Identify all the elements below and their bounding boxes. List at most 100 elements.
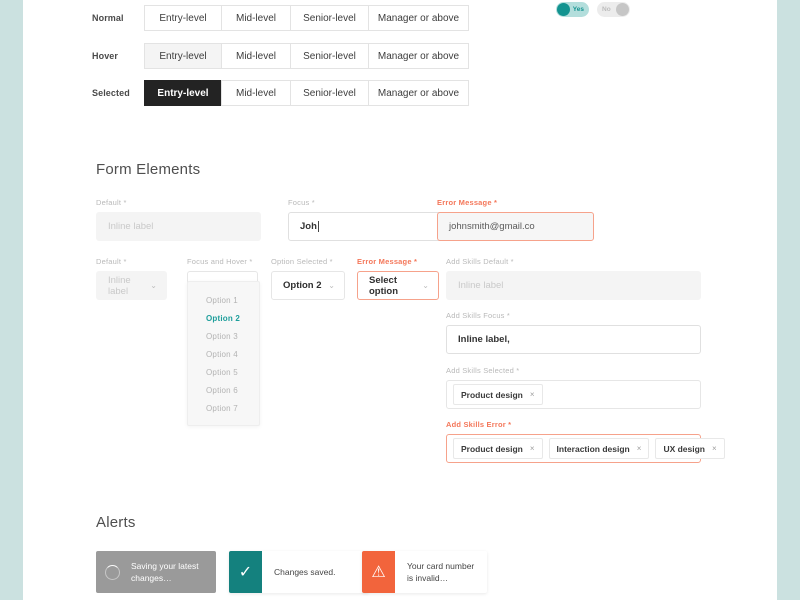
segment-manager-or-above[interactable]: Manager or above: [368, 5, 469, 31]
spinner-icon: [96, 551, 129, 593]
field-label: Focus *: [288, 198, 315, 207]
skill-chip[interactable]: Interaction design ×: [548, 438, 650, 459]
segment-entry-level[interactable]: Entry-level: [144, 43, 221, 69]
toggle-no-label: No: [602, 6, 611, 13]
focus-text-input[interactable]: Joh: [288, 212, 453, 241]
segment-manager-or-above[interactable]: Manager or above: [368, 43, 469, 69]
error-text-input[interactable]: johnsmith@gmail.co: [437, 212, 594, 241]
default-select-value: Inline label: [108, 274, 131, 297]
chevron-down-icon: ⌄: [328, 281, 335, 290]
segment-senior-level[interactable]: Senior-level: [290, 43, 368, 69]
error-select[interactable]: Select option ⌄: [357, 271, 439, 300]
alert-loading: Saving your latest changes…: [96, 551, 216, 593]
field-default-text: Default * Inline label: [96, 198, 261, 241]
segment-senior-level[interactable]: Senior-level: [290, 80, 368, 106]
alert-success: ✓ Changes saved.: [229, 551, 369, 593]
skill-chip-label: Product design: [461, 389, 523, 400]
default-select[interactable]: Inline label ⌄: [96, 271, 167, 300]
toggle-group: Yes No: [556, 2, 630, 17]
field-option-selected: Option Selected * Option 2 ⌄: [271, 257, 345, 300]
add-skills-default-input[interactable]: Inline label: [446, 271, 701, 300]
skill-chip-label: Product design: [461, 443, 523, 454]
add-skills-focus-input[interactable]: Inline label,: [446, 325, 701, 354]
field-label: Add Skills Selected *: [446, 366, 520, 375]
segmented-row-hover: Hover Entry-level Mid-level Senior-level…: [92, 43, 469, 69]
dropdown-item[interactable]: Option 7: [206, 403, 238, 413]
segment-mid-level[interactable]: Mid-level: [221, 43, 290, 69]
option-selected-select[interactable]: Option 2 ⌄: [271, 271, 345, 300]
alert-loading-message: Saving your latest changes…: [131, 560, 199, 583]
field-add-skills-focus: Add Skills Focus * Inline label,: [446, 311, 701, 354]
chevron-down-icon: ⌄: [422, 281, 429, 290]
chip-remove-icon[interactable]: ×: [529, 390, 535, 399]
default-text-input[interactable]: Inline label: [96, 212, 261, 241]
section-title-form-elements: Form Elements: [96, 161, 201, 178]
dropdown-menu[interactable]: Option 1 Option 2 Option 3 Option 4 Opti…: [187, 281, 260, 426]
segmented-group-hover[interactable]: Entry-level Mid-level Senior-level Manag…: [144, 43, 469, 69]
chevron-down-icon: ⌄: [150, 281, 157, 290]
segmented-row-selected: Selected Entry-level Mid-level Senior-le…: [92, 80, 469, 106]
chip-remove-icon[interactable]: ×: [529, 444, 535, 453]
chip-remove-icon[interactable]: ×: [636, 444, 642, 453]
toggle-knob: [557, 3, 570, 16]
segment-manager-or-above[interactable]: Manager or above: [368, 80, 469, 106]
alert-error: ⚠ Your card number is invalid…: [362, 551, 487, 593]
left-edge-strip: [0, 0, 23, 600]
field-add-skills-error: Add Skills Error * Product design × Inte…: [446, 420, 725, 463]
segment-mid-level[interactable]: Mid-level: [221, 80, 290, 106]
field-error-text: Error Message * johnsmith@gmail.co: [437, 198, 594, 241]
option-selected-value: Option 2: [283, 280, 322, 291]
toggle-yes[interactable]: Yes: [556, 2, 589, 17]
right-edge-strip: [777, 0, 800, 600]
field-label-error: Add Skills Error *: [446, 420, 512, 429]
add-skills-error-input[interactable]: Product design × Interaction design × UX…: [446, 434, 725, 463]
toggle-no[interactable]: No: [597, 2, 630, 17]
segmented-row-label: Hover: [92, 51, 119, 61]
dropdown-item[interactable]: Option 4: [206, 349, 238, 359]
field-label-error: Error Message *: [357, 257, 418, 266]
toggle-knob: [616, 3, 629, 16]
segmented-row-label: Selected: [92, 88, 130, 98]
segmented-group-selected[interactable]: Entry-level Mid-level Senior-level Manag…: [144, 80, 469, 106]
field-label: Add Skills Default *: [446, 257, 514, 266]
field-add-skills-default: Add Skills Default * Inline label: [446, 257, 701, 300]
dropdown-item[interactable]: Option 1: [206, 295, 238, 305]
segment-entry-level[interactable]: Entry-level: [144, 80, 221, 106]
segment-mid-level[interactable]: Mid-level: [221, 5, 290, 31]
dropdown-item-active[interactable]: Option 2: [206, 313, 241, 323]
add-skills-selected-input[interactable]: Product design ×: [446, 380, 701, 409]
field-label: Option Selected *: [271, 257, 333, 266]
check-icon: ✓: [229, 551, 262, 593]
skill-chip[interactable]: UX design ×: [655, 438, 725, 459]
skill-chip-label: UX design: [663, 443, 705, 454]
field-focus-hover-select: Focus and Hover * Option 1 Option 2 Opti…: [187, 257, 260, 426]
field-default-select: Default * Inline label ⌄: [96, 257, 167, 300]
chip-remove-icon[interactable]: ×: [712, 444, 717, 453]
page-canvas: Normal Entry-level Mid-level Senior-leve…: [23, 0, 777, 600]
dropdown-item[interactable]: Option 6: [206, 385, 238, 395]
field-error-select: Error Message * Select option ⌄: [357, 257, 439, 300]
field-label: Default *: [96, 198, 127, 207]
toggle-yes-label: Yes: [572, 6, 584, 13]
alert-success-message: Changes saved.: [274, 566, 336, 577]
skill-chip[interactable]: Product design ×: [453, 438, 543, 459]
skill-chip[interactable]: Product design ×: [453, 384, 543, 405]
dropdown-item[interactable]: Option 5: [206, 367, 238, 377]
field-add-skills-selected: Add Skills Selected * Product design ×: [446, 366, 701, 409]
field-label: Default *: [96, 257, 127, 266]
alert-error-message: Your card number is invalid…: [407, 560, 475, 583]
field-label: Add Skills Focus *: [446, 311, 511, 320]
focus-text-value: Joh: [300, 221, 317, 232]
segmented-group-normal[interactable]: Entry-level Mid-level Senior-level Manag…: [144, 5, 469, 31]
field-label-error: Error Message *: [437, 198, 498, 207]
segmented-row-normal: Normal Entry-level Mid-level Senior-leve…: [92, 5, 469, 31]
field-label: Focus and Hover *: [187, 257, 253, 266]
field-focus-text: Focus * Joh: [288, 198, 453, 241]
segment-senior-level[interactable]: Senior-level: [290, 5, 368, 31]
warning-triangle-icon: ⚠: [362, 551, 395, 593]
segment-entry-level[interactable]: Entry-level: [144, 5, 221, 31]
error-select-value: Select option: [369, 274, 399, 297]
segmented-row-label: Normal: [92, 13, 124, 23]
section-title-alerts: Alerts: [96, 514, 136, 531]
dropdown-item[interactable]: Option 3: [206, 331, 238, 341]
